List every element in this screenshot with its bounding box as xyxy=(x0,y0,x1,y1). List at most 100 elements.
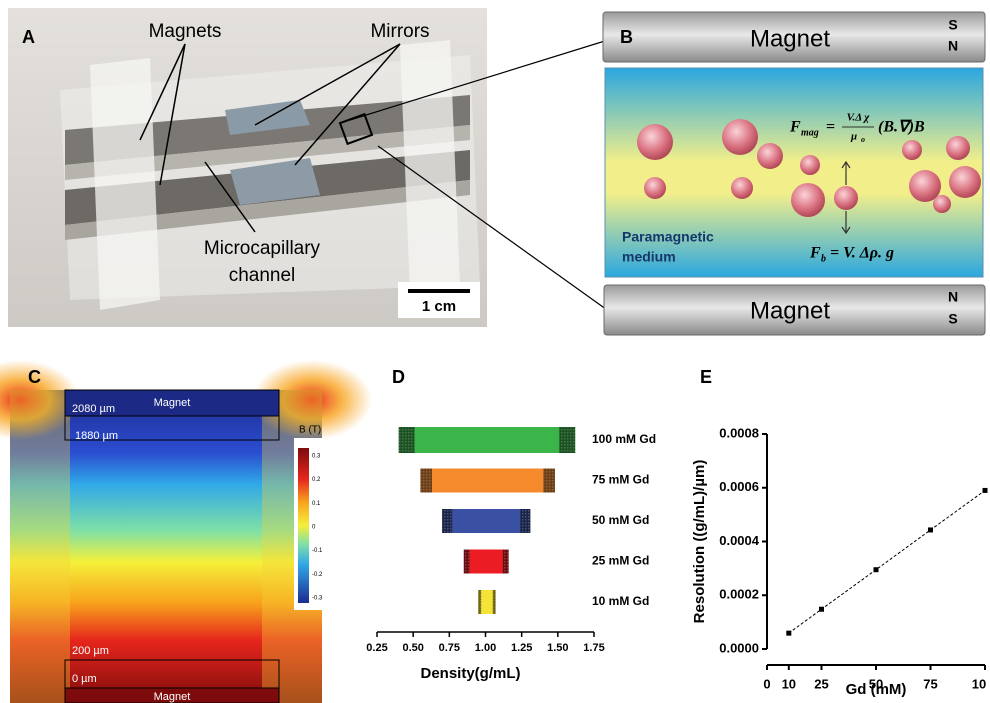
magnet-label: Magnet xyxy=(154,691,191,703)
data-point xyxy=(983,488,988,493)
particle xyxy=(722,119,758,155)
density-chart: 0.25 0.50 0.75 1.00 1.25 1.50 1.75 Density(g/mL… xyxy=(366,427,656,682)
equation-part: F xyxy=(809,245,821,262)
colorbar-tick-label: 0.2 xyxy=(312,477,321,483)
x-tick-label: 75 xyxy=(923,676,937,691)
annotation: Microcapillary xyxy=(204,238,321,259)
x-tick-label: 0.75 xyxy=(439,642,460,654)
scale-label: 1 cm xyxy=(422,298,456,315)
y-axis-title: Resolution ((g/mL)/µm) xyxy=(691,460,708,624)
colorbar-tick-label: -0.1 xyxy=(312,548,323,554)
annotation: Magnets xyxy=(149,21,222,42)
position-label: 0 µm xyxy=(72,673,97,685)
particle xyxy=(933,195,951,213)
category-label: 50 mM Gd xyxy=(592,513,649,527)
bar-cap xyxy=(442,509,452,533)
bar xyxy=(420,469,555,493)
annotation: channel xyxy=(229,265,296,286)
equation-part: o xyxy=(861,135,865,144)
acrylic-plate-left xyxy=(90,58,160,310)
category-label: 75 mM Gd xyxy=(592,473,649,487)
colorbar-tick-label: -0.2 xyxy=(312,572,323,578)
equation-part: mag xyxy=(801,127,819,138)
position-label: 1880 µm xyxy=(75,430,118,442)
y-tick-label: 0.0000 xyxy=(719,640,759,655)
bar-cap xyxy=(559,427,575,453)
y-tick-label: 0.0006 xyxy=(719,479,759,494)
medium-label: medium xyxy=(622,249,676,265)
bar xyxy=(464,550,509,574)
bar-cap xyxy=(399,427,415,453)
equation-part: μ xyxy=(850,131,857,143)
panel-label: E xyxy=(700,367,712,387)
equation-part: = V. Δρ. g xyxy=(830,245,894,262)
field-edge xyxy=(10,390,70,703)
particle xyxy=(791,183,825,217)
panel-b: B Magnet S N Magnet N S F mag = V.Δ χ μ … xyxy=(603,12,985,335)
x-tick-label: 1.75 xyxy=(583,642,604,654)
x-tick-label: 1.50 xyxy=(547,642,568,654)
series-line xyxy=(789,490,985,633)
colorbar xyxy=(298,448,309,603)
panel-c: C Magnet Magnet 2080 µm 1880 µm 200 µm 0… xyxy=(0,360,372,703)
x-tick-label: 0 xyxy=(763,676,770,691)
particle xyxy=(637,124,673,160)
category-label: 25 mM Gd xyxy=(592,554,649,568)
particle xyxy=(731,177,753,199)
annotation: Mirrors xyxy=(370,21,429,42)
bar-cap xyxy=(503,550,509,574)
bar-cap xyxy=(478,590,481,614)
x-tick-label: 0.25 xyxy=(366,642,387,654)
pole-label: S xyxy=(948,311,957,327)
data-point xyxy=(874,567,879,572)
pole-label: N xyxy=(948,289,958,305)
colorbar-tick-label: 0.3 xyxy=(312,454,321,460)
particle xyxy=(834,186,858,210)
bar xyxy=(399,427,575,453)
bar-cap xyxy=(520,509,530,533)
category-label: 100 mM Gd xyxy=(592,432,656,446)
equation-part: (B.∇)B xyxy=(878,119,925,136)
magnet-label: Magnet xyxy=(154,397,191,409)
data-point xyxy=(819,607,824,612)
panel-label: A xyxy=(22,27,35,47)
equation-part: = xyxy=(826,119,835,136)
magnet-label: Magnet xyxy=(750,297,830,324)
particle xyxy=(757,143,783,169)
particle xyxy=(902,140,922,160)
particle xyxy=(946,136,970,160)
particle xyxy=(800,155,820,175)
panel-label: C xyxy=(28,367,41,387)
x-axis-title: Gd (mM) xyxy=(846,681,907,698)
x-tick-label: 0.50 xyxy=(402,642,423,654)
colorbar-title: B (T) xyxy=(299,425,321,436)
colorbar-tick-label: 0.1 xyxy=(312,501,321,507)
x-tick-label: 10 xyxy=(782,676,796,691)
panel-label: B xyxy=(620,27,633,47)
data-point xyxy=(786,631,791,636)
x-tick-label: 10 xyxy=(972,676,986,691)
panel-label: D xyxy=(392,367,405,387)
x-axis-title: Density(g/mL) xyxy=(420,665,520,682)
pole-label: N xyxy=(948,38,958,54)
y-tick-label: 0.0008 xyxy=(719,425,759,440)
bar-cap xyxy=(420,469,432,493)
y-tick-label: 0.0002 xyxy=(719,587,759,602)
acrylic-plate-right xyxy=(400,40,460,292)
equation-part: V.Δ χ xyxy=(847,112,871,124)
y-tick-label: 0.0004 xyxy=(719,533,760,548)
bar-cap xyxy=(493,590,496,614)
category-label: 10 mM Gd xyxy=(592,594,649,608)
pole-label: S xyxy=(948,17,957,33)
position-label: 200 µm xyxy=(72,645,109,657)
equation-part: F xyxy=(789,119,801,136)
magnet-label: Magnet xyxy=(750,25,830,52)
data-point xyxy=(928,527,933,532)
colorbar-tick-label: -0.3 xyxy=(312,596,323,602)
position-label: 2080 µm xyxy=(72,403,115,415)
x-tick-label: 25 xyxy=(814,676,828,691)
equation-part: b xyxy=(821,253,826,264)
x-tick-label: 1.00 xyxy=(475,642,496,654)
x-tick-label: 1.25 xyxy=(511,642,532,654)
